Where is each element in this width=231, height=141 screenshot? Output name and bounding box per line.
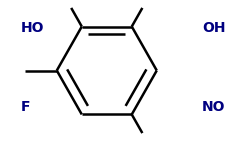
Text: HO: HO: [21, 21, 44, 35]
Text: OH: OH: [202, 21, 226, 35]
Text: NO: NO: [202, 100, 226, 114]
Text: F: F: [21, 100, 30, 114]
